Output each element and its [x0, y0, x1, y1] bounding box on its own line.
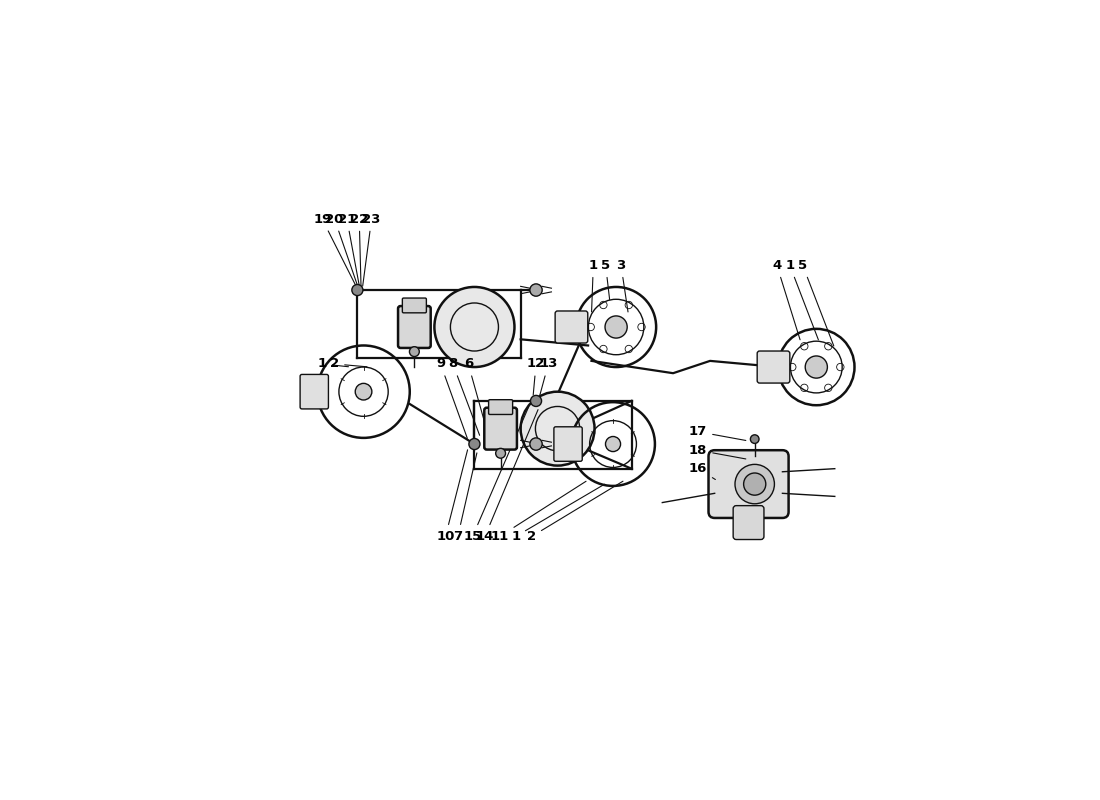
Circle shape	[605, 316, 627, 338]
FancyBboxPatch shape	[484, 408, 517, 450]
Circle shape	[520, 392, 594, 466]
Circle shape	[409, 346, 419, 357]
Circle shape	[530, 395, 541, 406]
Text: 18: 18	[689, 444, 746, 459]
Text: 10: 10	[437, 450, 468, 543]
Text: 8: 8	[448, 358, 480, 435]
FancyBboxPatch shape	[398, 306, 431, 348]
Text: 22: 22	[350, 213, 368, 286]
FancyBboxPatch shape	[733, 506, 763, 539]
Circle shape	[735, 464, 774, 504]
Text: 5: 5	[799, 259, 834, 346]
Circle shape	[805, 356, 827, 378]
Text: 17: 17	[689, 426, 746, 441]
FancyBboxPatch shape	[403, 298, 427, 313]
Circle shape	[355, 383, 372, 400]
Text: 21: 21	[338, 213, 360, 286]
Text: 11: 11	[491, 482, 586, 543]
Text: 6: 6	[463, 358, 490, 438]
Text: 14: 14	[475, 410, 538, 543]
FancyBboxPatch shape	[757, 351, 790, 383]
Circle shape	[750, 434, 759, 443]
Text: 5: 5	[601, 259, 610, 300]
FancyBboxPatch shape	[556, 311, 587, 343]
Text: 1: 1	[588, 259, 598, 312]
Circle shape	[434, 287, 515, 367]
FancyBboxPatch shape	[554, 426, 582, 462]
Text: 2: 2	[330, 358, 367, 370]
Text: 19: 19	[314, 213, 356, 286]
Text: 15: 15	[463, 406, 529, 543]
Circle shape	[530, 438, 542, 450]
Text: 7: 7	[453, 453, 477, 543]
FancyBboxPatch shape	[300, 374, 329, 409]
Circle shape	[744, 473, 766, 495]
Text: 1: 1	[318, 358, 349, 370]
Text: 2: 2	[527, 482, 623, 543]
Text: 9: 9	[436, 358, 468, 438]
Text: 20: 20	[326, 213, 358, 286]
Text: 12: 12	[527, 358, 546, 395]
Circle shape	[469, 438, 480, 450]
Text: 13: 13	[539, 358, 558, 395]
Circle shape	[352, 285, 363, 295]
Circle shape	[530, 284, 542, 296]
FancyBboxPatch shape	[488, 400, 513, 414]
Text: 3: 3	[616, 259, 628, 312]
FancyBboxPatch shape	[708, 450, 789, 518]
Text: 16: 16	[689, 462, 715, 479]
Text: 23: 23	[362, 213, 381, 286]
Text: 4: 4	[772, 259, 800, 340]
Circle shape	[496, 448, 506, 458]
Text: 1: 1	[785, 259, 818, 340]
Circle shape	[605, 437, 620, 451]
Text: 1: 1	[512, 484, 605, 543]
